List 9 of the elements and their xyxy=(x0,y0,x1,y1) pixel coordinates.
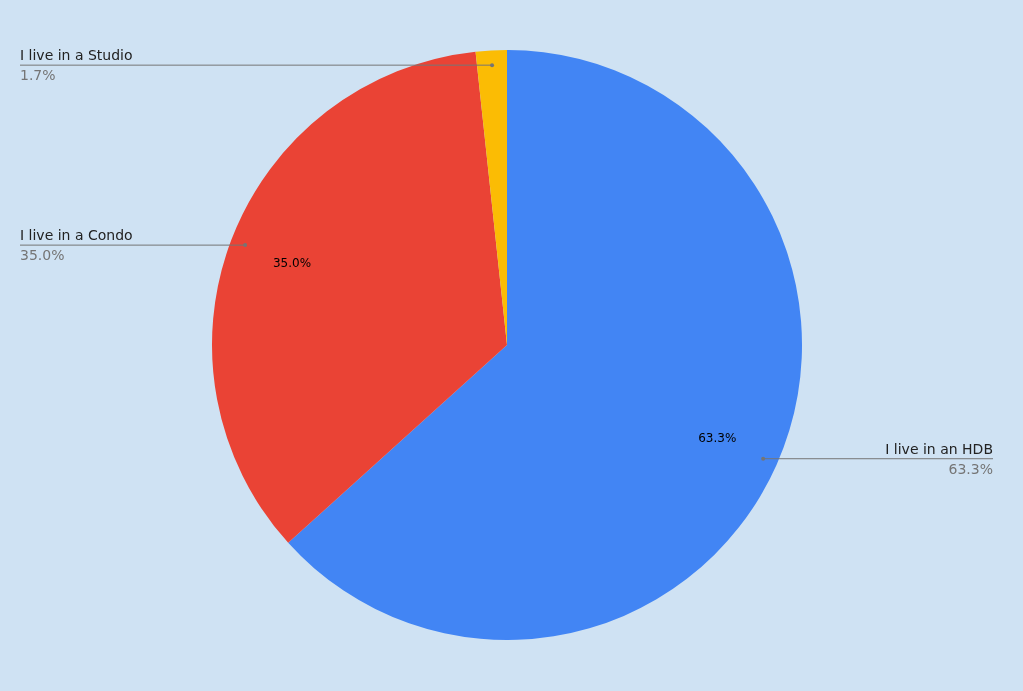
data-label: 63.3% xyxy=(698,431,737,446)
text: 63.3% xyxy=(948,460,993,477)
slice-label: I live in an HDB xyxy=(885,440,993,457)
slice-label: I live in a Condo xyxy=(20,227,133,244)
data-label: 1.7% xyxy=(20,67,56,84)
pie-slice xyxy=(212,51,507,543)
text: 35.0% xyxy=(20,247,65,264)
slice-label: I live in a Studio xyxy=(20,47,133,64)
data-label: 35.0% xyxy=(272,255,312,270)
